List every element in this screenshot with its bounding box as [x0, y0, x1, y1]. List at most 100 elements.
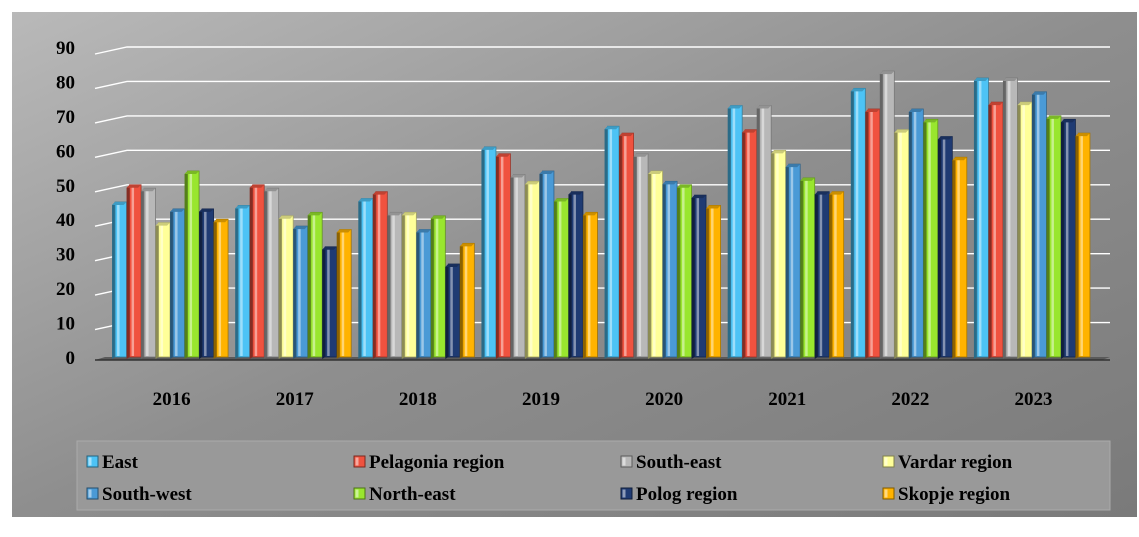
bar — [867, 108, 881, 358]
y-tick-label: 10 — [56, 314, 75, 335]
x-tick-label: 2021 — [768, 389, 806, 410]
bar-top — [952, 157, 967, 161]
legend-label: South-west — [102, 484, 192, 505]
gridline — [94, 115, 1110, 124]
bar-top — [387, 212, 402, 216]
x-tick-label: 2016 — [153, 389, 191, 410]
bar-highlight — [805, 178, 808, 356]
bar — [513, 174, 526, 358]
bar-top — [1031, 91, 1047, 95]
legend-label: East — [102, 452, 139, 473]
legend: East Pelagonia region South-east Vardar reg… — [86, 452, 1013, 505]
bar — [158, 222, 171, 358]
bar — [911, 108, 924, 358]
bar-top — [706, 205, 721, 209]
bar-top — [1017, 102, 1032, 106]
bar-top — [155, 222, 171, 226]
bar — [114, 201, 127, 358]
bar — [433, 215, 446, 358]
legend-swatch-highlight — [88, 457, 92, 466]
bar — [252, 184, 265, 358]
bar-side — [235, 205, 239, 359]
bar-side — [648, 171, 652, 359]
bar — [636, 153, 649, 358]
bar-highlight — [624, 134, 627, 356]
legend-swatch — [353, 487, 366, 500]
bar — [730, 105, 743, 358]
bar-highlight — [341, 230, 345, 356]
bar-side — [727, 105, 731, 359]
bar-side — [865, 109, 869, 359]
bar — [788, 163, 801, 358]
bar-highlight — [189, 172, 193, 356]
bar-top — [249, 184, 265, 188]
bar-top — [756, 105, 772, 109]
bar-side — [1002, 78, 1006, 359]
bar-side — [184, 171, 188, 359]
bar-top — [937, 136, 953, 140]
bar-top — [850, 88, 866, 92]
bar-side — [170, 208, 174, 359]
bar-highlight — [761, 106, 765, 356]
bar-side — [988, 102, 992, 359]
bar-top — [459, 243, 475, 247]
bar — [1078, 132, 1091, 358]
bar-side — [155, 222, 159, 359]
bar-highlight — [834, 192, 837, 356]
bar-side — [829, 191, 833, 359]
bar-top — [184, 171, 200, 174]
bar-highlight — [855, 89, 859, 356]
bar — [339, 229, 352, 358]
bar-side — [691, 195, 695, 359]
bar-top — [322, 246, 337, 250]
bar-side — [553, 198, 557, 359]
bar-top — [727, 105, 743, 109]
bar — [418, 229, 432, 358]
bar-highlight — [558, 199, 562, 356]
bar-top — [358, 198, 373, 202]
x-tick-label: 2022 — [891, 389, 929, 410]
bar — [266, 187, 280, 358]
bar-highlight — [377, 192, 381, 356]
bar — [143, 187, 156, 358]
bar-highlight — [884, 72, 888, 356]
bar — [694, 194, 707, 358]
bar-side — [604, 126, 608, 359]
x-tick-label: 2019 — [522, 389, 560, 410]
bar-side — [706, 205, 710, 359]
bar — [556, 198, 569, 358]
y-tick-label: 40 — [56, 210, 75, 231]
bar-highlight — [957, 158, 960, 356]
bar-highlight — [653, 172, 656, 356]
bar-side — [336, 229, 340, 359]
bar — [896, 129, 910, 358]
bar-highlight — [1065, 120, 1069, 356]
bar — [665, 180, 678, 358]
bar-highlight — [1022, 103, 1025, 356]
bar-top — [510, 174, 525, 178]
bar-top — [988, 102, 1003, 106]
bar-side — [278, 215, 282, 359]
bar-highlight — [1051, 116, 1054, 356]
legend-label: Vardar region — [898, 452, 1013, 473]
bar-highlight — [682, 185, 685, 356]
bar — [571, 191, 584, 358]
bar-highlight — [870, 110, 873, 356]
bar-highlight — [312, 213, 316, 356]
bar — [585, 211, 598, 358]
bar-top — [1075, 133, 1090, 137]
bar-side — [677, 184, 681, 359]
bar-side — [510, 174, 514, 359]
bar-highlight — [899, 130, 902, 356]
bar-side — [249, 184, 253, 359]
bar — [1020, 101, 1033, 358]
bar-highlight — [667, 182, 671, 356]
bar-top — [264, 188, 279, 192]
bar — [621, 132, 634, 358]
bar-top — [307, 212, 323, 216]
bar-highlight — [269, 189, 272, 356]
bar — [389, 211, 403, 358]
bar-top — [742, 129, 757, 133]
bar-side — [1046, 115, 1050, 359]
bar-top — [1046, 115, 1061, 119]
